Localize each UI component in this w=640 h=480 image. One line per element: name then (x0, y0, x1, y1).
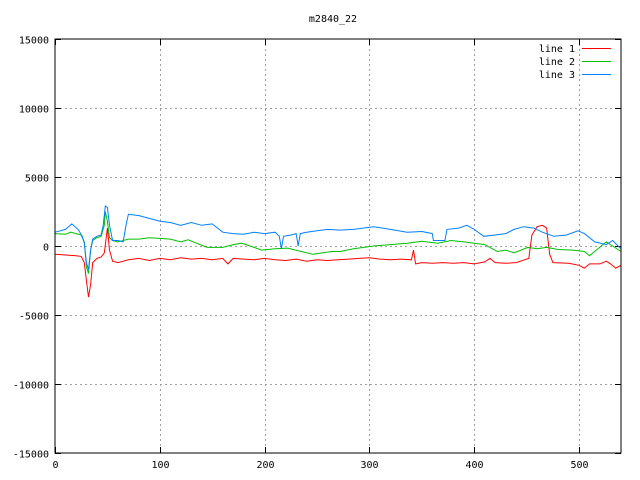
plot-border (54, 38, 622, 454)
legend: line 1 line 2 line 3 (539, 44, 611, 81)
y-tick-label: 15000 (19, 36, 49, 47)
x-tick-label: 300 (360, 460, 378, 471)
y-tick-label: 0 (43, 243, 49, 254)
series-line-2 (54, 211, 622, 274)
y-tick-label: 10000 (19, 105, 49, 116)
legend-label-3: line 3 (539, 70, 575, 81)
y-tick-label: -15000 (13, 450, 49, 461)
chart-title: m2840_22 (309, 14, 357, 25)
legend-label-1: line 1 (539, 44, 575, 55)
x-tick-label: 200 (256, 460, 274, 471)
x-tick-label: 100 (151, 460, 169, 471)
y-tick-label: 5000 (25, 174, 49, 185)
series-line-1 (54, 224, 622, 298)
y-tick-label: -10000 (13, 381, 49, 392)
x-tick-label: 500 (570, 460, 588, 471)
x-tick-label: 400 (465, 460, 483, 471)
y-tick-label: -5000 (19, 312, 49, 323)
series-line-3 (54, 205, 622, 270)
x-tick-label: 0 (52, 460, 58, 471)
legend-label-2: line 2 (539, 57, 575, 68)
grid (55, 39, 621, 453)
series-lines (54, 205, 622, 298)
